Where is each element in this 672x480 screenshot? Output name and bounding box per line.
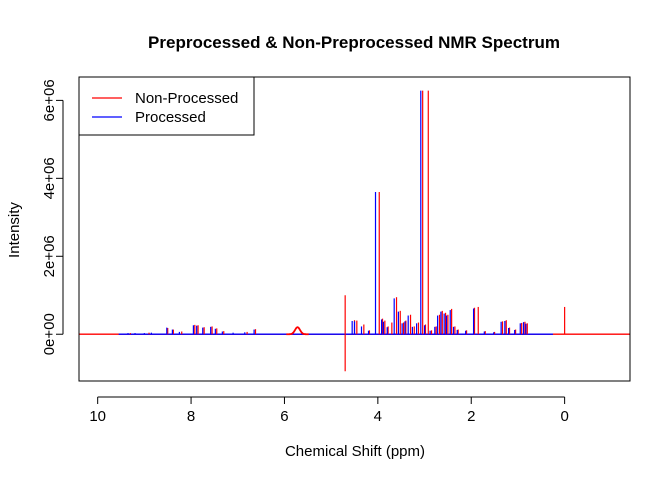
x-tick-label: 10 [89,408,106,425]
y-tick-label: 2e+06 [41,235,58,277]
x-tick-label: 6 [280,408,288,425]
y-axis-label: Intensity [6,202,23,258]
x-axis-label: Chemical Shift (ppm) [285,443,425,460]
axes: 10 8 6 4 2 0 0e+00 2e+06 4e+06 6e+06 [41,76,631,425]
chart-title: Preprocessed & Non-Preprocessed NMR Spec… [148,33,560,52]
plot-area [79,90,630,372]
legend: Non-Processed Processed [78,76,255,136]
x-tick-label: 4 [374,408,382,425]
x-tick-label: 2 [467,408,475,425]
legend-label: Non-Processed [135,90,238,107]
plot-frame [78,76,631,382]
y-tick-label: 0e+00 [41,313,58,355]
y-tick-label: 4e+06 [41,157,58,199]
legend-label: Processed [135,109,206,126]
legend-box [78,76,255,136]
x-tick-label: 0 [560,408,568,425]
y-tick-label: 6e+06 [41,79,58,121]
x-tick-label: 8 [187,408,195,425]
spectrum-bump [286,326,309,336]
